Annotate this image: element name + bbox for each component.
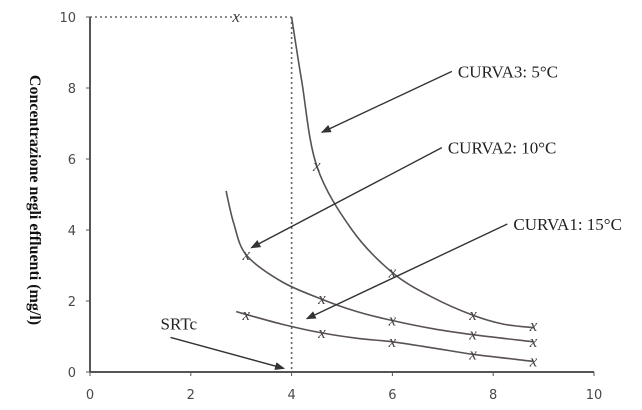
data-point-marker: x (529, 332, 538, 351)
data-point-marker: x (317, 289, 326, 308)
data-point-marker: x (529, 316, 538, 335)
data-point-marker: x (468, 305, 477, 324)
curve-line-2 (225, 190, 534, 343)
x-tick-label: 6 (388, 388, 396, 403)
annotations: CURVA3: 5°C CURVA2: 10°C CURVA1: 15°C SRTc (161, 62, 622, 370)
axes (89, 17, 594, 373)
y-axis-label: Concentrazione negli effluenti (mg/l) (26, 75, 43, 325)
curva2-annotation-arrow (250, 147, 443, 249)
x-tick-label: 2 (187, 388, 195, 403)
data-point-marker: x (529, 351, 538, 370)
data-point-marker: x (388, 332, 397, 351)
curva1-annotation-arrow (305, 223, 508, 320)
data-point-marker: x (231, 7, 240, 26)
data-point-marker: x (312, 156, 321, 175)
data-point-marker: x (388, 311, 397, 330)
x-tick-label: 0 (86, 388, 94, 403)
data-point-marker: x (388, 263, 397, 282)
x-tick-label: 10 (586, 388, 603, 403)
y-tick-label: 6 (68, 153, 76, 168)
data-point-marker: x (241, 245, 250, 264)
y-tick-label: 10 (59, 11, 76, 26)
data-point-marker: x (468, 344, 477, 363)
x-tick-label: 8 (489, 388, 497, 403)
data-point-marker: x (317, 323, 326, 342)
srtc-annotation-label: SRTc (161, 314, 198, 333)
y-tick-label: 2 (68, 295, 76, 310)
curva1-annotation-label: CURVA1: 15°C (513, 215, 622, 234)
curves (225, 16, 534, 363)
y-tick-label: 4 (68, 224, 76, 239)
curva2-annotation-label: CURVA2: 10°C (448, 139, 557, 158)
srtc-guide-lines (90, 16, 293, 372)
srtc-annotation-arrow (170, 336, 286, 370)
x-tick-label: 4 (287, 388, 295, 403)
y-tick-label: 0 (68, 366, 76, 381)
curva3-annotation-arrow (320, 70, 453, 134)
curve-line-3 (290, 16, 534, 329)
data-point-marker: x (468, 325, 477, 344)
y-tick-label: 8 (68, 82, 76, 97)
curve-line-1 (235, 310, 534, 363)
curva3-annotation-label: CURVA3: 5°C (458, 62, 558, 81)
tick-labels: 0 2 4 6 8 10 0 2 4 6 8 10 (59, 11, 602, 403)
data-point-marker: x (241, 305, 250, 324)
